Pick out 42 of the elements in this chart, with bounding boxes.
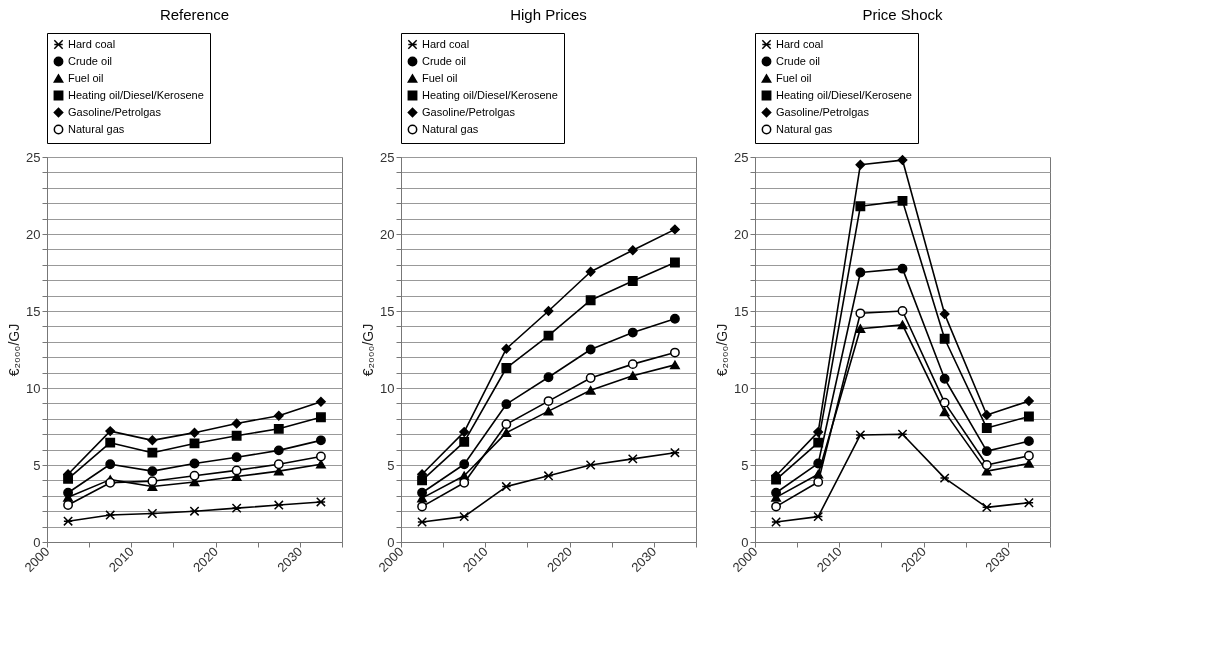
legend-label: Heating oil/Diesel/Kerosene <box>422 88 558 101</box>
y-tick-label: 15 <box>26 303 41 319</box>
y-tick-label: 0 <box>741 534 749 550</box>
y-axis-title: €₂₀₀₀/GJ <box>714 323 731 377</box>
y-tick-label: 0 <box>33 534 41 550</box>
chart-title: Price Shock <box>862 5 944 23</box>
chart-title: High Prices <box>510 5 587 23</box>
y-tick-label: 0 <box>387 534 395 550</box>
legend-label: Hard coal <box>422 37 470 50</box>
y-tick-label: 20 <box>26 226 41 242</box>
legend-label: Natural gas <box>776 122 833 135</box>
legend-label: Natural gas <box>68 122 125 135</box>
legend-label: Gasoline/Petrolgas <box>68 105 162 118</box>
y-tick-label: 10 <box>380 380 395 396</box>
legend-label: Crude oil <box>776 54 821 67</box>
chart-title: Reference <box>159 5 230 23</box>
y-tick-label: 5 <box>741 457 749 473</box>
y-tick-label: 15 <box>380 303 395 319</box>
y-tick-label: 15 <box>734 303 749 319</box>
y-tick-label: 25 <box>26 149 41 165</box>
y-axis-title: €₂₀₀₀/GJ <box>360 323 377 377</box>
legend-label: Crude oil <box>422 54 467 67</box>
legend-label: Gasoline/Petrolgas <box>422 105 516 118</box>
legend-label: Fuel oil <box>68 71 104 84</box>
legend-label: Fuel oil <box>422 71 458 84</box>
legend-label: Natural gas <box>422 122 479 135</box>
y-tick-label: 5 <box>33 457 41 473</box>
legend-label: Gasoline/Petrolgas <box>776 105 870 118</box>
legend-label: Hard coal <box>776 37 824 50</box>
y-axis-title: €₂₀₀₀/GJ <box>6 323 23 377</box>
y-tick-label: 20 <box>380 226 395 242</box>
legend-label: Crude oil <box>68 54 113 67</box>
legend-label: Heating oil/Diesel/Kerosene <box>776 88 912 101</box>
y-tick-label: 25 <box>734 149 749 165</box>
legend-label: Hard coal <box>68 37 116 50</box>
legend-label: Heating oil/Diesel/Kerosene <box>68 88 204 101</box>
y-tick-label: 5 <box>387 457 395 473</box>
legend-label: Fuel oil <box>776 71 812 84</box>
y-tick-label: 25 <box>380 149 395 165</box>
y-tick-label: 10 <box>734 380 749 396</box>
y-tick-label: 20 <box>734 226 749 242</box>
y-tick-label: 10 <box>26 380 41 396</box>
